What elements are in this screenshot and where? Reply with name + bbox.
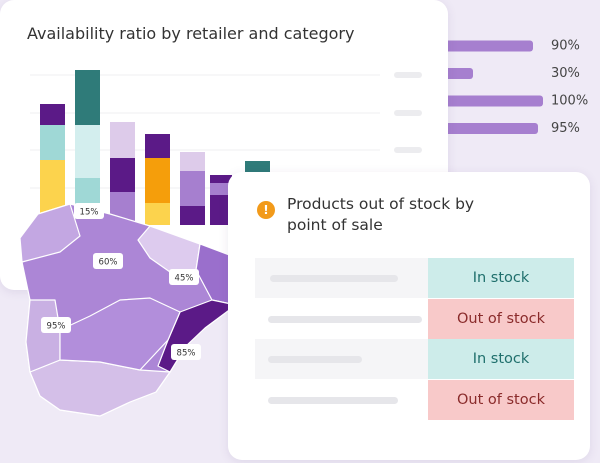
bar-segment: [110, 122, 135, 158]
bar-segment: [210, 175, 232, 183]
card-title: Availability ratio by retailer and categ…: [27, 24, 355, 43]
status-cell: In stock: [428, 339, 574, 380]
map-label-box: [171, 344, 201, 360]
table-row: Out of stock: [255, 380, 574, 421]
stock-card: ! Products out of stock by point of sale…: [228, 172, 590, 460]
status-cell: Out of stock: [428, 298, 574, 339]
map-label: 60%: [99, 258, 118, 268]
bar-segment: [110, 158, 135, 192]
bar-segment: [40, 125, 65, 160]
bar-segment: [145, 158, 170, 203]
ratio-bar: [443, 95, 543, 107]
map-label-box: [169, 269, 199, 285]
status-cell: In stock: [428, 258, 574, 298]
bar-segment: [180, 206, 205, 225]
placeholder: [268, 397, 398, 405]
ratio-label: 95%: [551, 121, 580, 136]
ratio-bar: [443, 68, 473, 79]
bar-segment: [40, 104, 65, 125]
map-label: 15%: [80, 208, 99, 218]
table-row: In stock: [255, 258, 574, 298]
bar-segment: [145, 134, 170, 158]
bar-segment: [210, 195, 232, 225]
bar-segment: [180, 152, 205, 171]
map-label: 45%: [175, 274, 194, 284]
placeholder: [268, 315, 422, 323]
map-label-box: [74, 203, 104, 219]
table-row: In stock: [255, 339, 574, 380]
bar-segment: [210, 183, 232, 195]
bar-segment: [75, 125, 100, 178]
ratio-label: 30%: [551, 66, 580, 81]
placeholder: [268, 356, 362, 364]
status-cell: Out of stock: [428, 380, 574, 421]
map-label: 95%: [47, 322, 66, 332]
map-label-box: [93, 253, 123, 269]
card-title: Products out of stock by point of sale: [287, 195, 475, 234]
map-label: 85%: [177, 349, 196, 359]
bar-segment: [145, 203, 170, 225]
ratio-bar: [443, 40, 533, 52]
bar-segment: [180, 171, 205, 206]
ratio-label: 100%: [551, 94, 588, 109]
map-label-box: [41, 317, 71, 333]
ratio-bar: [443, 123, 538, 134]
ratio-label: 90%: [551, 39, 580, 54]
table-row: Out of stock: [255, 298, 574, 339]
bar-segment: [75, 70, 100, 125]
warning-icon: !: [257, 201, 275, 219]
placeholder: [270, 275, 398, 282]
